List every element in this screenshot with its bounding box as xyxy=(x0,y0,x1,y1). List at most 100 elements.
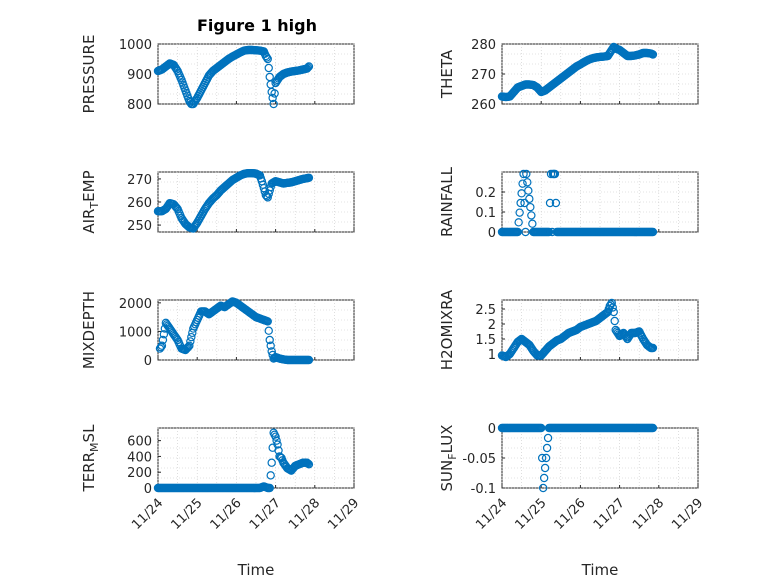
y-tick-label: -0.1 xyxy=(471,482,496,497)
series-markers xyxy=(155,297,314,365)
data-point xyxy=(304,460,314,469)
y-tick-label: 600 xyxy=(127,435,152,450)
y-tick-label: 270 xyxy=(471,68,496,83)
data-point xyxy=(265,335,274,345)
data-point xyxy=(270,89,279,98)
data-point xyxy=(648,50,658,59)
x-tick-label: 11/27 xyxy=(247,496,284,533)
series-markers xyxy=(153,428,314,493)
x-tick-label: 11/29 xyxy=(669,496,706,533)
y-tick-label: 0 xyxy=(488,226,496,241)
data-point xyxy=(538,483,548,493)
x-tick-label: 11/28 xyxy=(286,496,323,533)
data-point xyxy=(186,337,195,346)
data-point xyxy=(303,459,313,468)
data-point xyxy=(521,227,530,237)
data-point xyxy=(539,473,549,483)
data-point xyxy=(160,324,170,333)
data-point xyxy=(537,423,546,433)
data-point xyxy=(158,335,168,345)
data-point xyxy=(514,218,523,227)
data-point xyxy=(266,341,275,350)
y-tick-label: 0 xyxy=(144,354,152,369)
data-point xyxy=(263,54,272,64)
x-tick-label: 11/26 xyxy=(208,496,245,533)
series-markers xyxy=(153,168,314,233)
data-point xyxy=(610,316,619,326)
y-axis-label: PRESSURE xyxy=(80,35,98,114)
y-tick-label: 800 xyxy=(127,98,152,113)
data-point xyxy=(272,436,281,445)
data-point xyxy=(524,186,533,195)
data-point xyxy=(304,355,314,365)
data-point xyxy=(269,99,278,109)
data-point xyxy=(265,483,274,493)
series-markers xyxy=(497,169,658,237)
data-point xyxy=(302,458,312,467)
data-point xyxy=(264,63,273,73)
x-tick-label: 11/28 xyxy=(630,496,667,533)
y-tick-label: 0 xyxy=(488,422,496,437)
y-axis-label: THETA xyxy=(438,49,456,99)
grid xyxy=(157,427,355,489)
data-point xyxy=(648,423,658,433)
data-point xyxy=(527,211,536,220)
data-point xyxy=(608,303,617,312)
subplot-air-temp: 250 260 270 AIRTEMP xyxy=(80,168,355,234)
data-point xyxy=(518,179,527,188)
data-point xyxy=(519,169,528,179)
y-tick-label: -0.05 xyxy=(462,452,496,467)
series-markers xyxy=(497,42,658,102)
data-point xyxy=(266,471,275,480)
y-tick-label: 260 xyxy=(471,98,496,113)
subplot-pressure: 800 900 1000 PRESSURE xyxy=(80,35,355,114)
subplot-rainfall: 0 0.1 0.2 RAINFALL xyxy=(438,166,699,241)
data-point xyxy=(516,198,525,208)
x-axis-label: Time xyxy=(581,561,619,579)
data-point xyxy=(264,326,273,335)
y-tick-label: 0 xyxy=(144,482,152,497)
data-point xyxy=(303,63,313,72)
grid xyxy=(501,299,699,361)
data-point xyxy=(159,330,169,339)
data-point xyxy=(545,198,555,208)
data-point xyxy=(184,342,193,351)
data-point xyxy=(304,62,314,71)
x-tick-label: 11/29 xyxy=(325,496,362,533)
data-point xyxy=(540,463,550,473)
data-point xyxy=(525,194,534,204)
y-axis-label: RAINFALL xyxy=(438,166,456,237)
series-markers xyxy=(497,298,658,362)
data-point xyxy=(267,458,276,467)
y-axis-label: AIRTEMP xyxy=(80,170,101,233)
data-point xyxy=(157,341,167,350)
data-point xyxy=(541,453,551,463)
data-point xyxy=(185,341,194,350)
x-tick-label: 11/26 xyxy=(552,496,589,533)
x-tick-label: 11/24 xyxy=(473,496,510,533)
subplot-theta: 260 270 280 THETA xyxy=(438,38,699,113)
figure-title: Figure 1 high xyxy=(197,16,317,35)
data-point xyxy=(302,64,312,73)
y-tick-label: 1.5 xyxy=(475,333,496,348)
data-point xyxy=(648,227,658,237)
data-point xyxy=(551,198,561,208)
data-point xyxy=(515,208,524,217)
data-point xyxy=(513,227,522,237)
subplot-mixdepth: 0 1000 2000 MIXDEPTH xyxy=(80,291,355,369)
data-point xyxy=(268,93,277,103)
data-point xyxy=(526,202,535,212)
series-markers xyxy=(497,423,658,493)
y-tick-label: 2.5 xyxy=(475,303,496,318)
data-point xyxy=(648,343,658,353)
data-point xyxy=(607,298,616,308)
y-tick-label: 0.1 xyxy=(475,206,496,221)
y-tick-label: 1000 xyxy=(119,38,152,53)
data-point xyxy=(263,317,272,326)
y-tick-label: 260 xyxy=(127,196,152,211)
y-tick-label: 250 xyxy=(127,219,152,234)
subplot-sun-flux: -0.1 -0.05 0 11/24 11/25 11/26 11/27 11/28 11/29… xyxy=(438,422,706,579)
data-point xyxy=(609,307,618,317)
data-point xyxy=(304,173,314,182)
